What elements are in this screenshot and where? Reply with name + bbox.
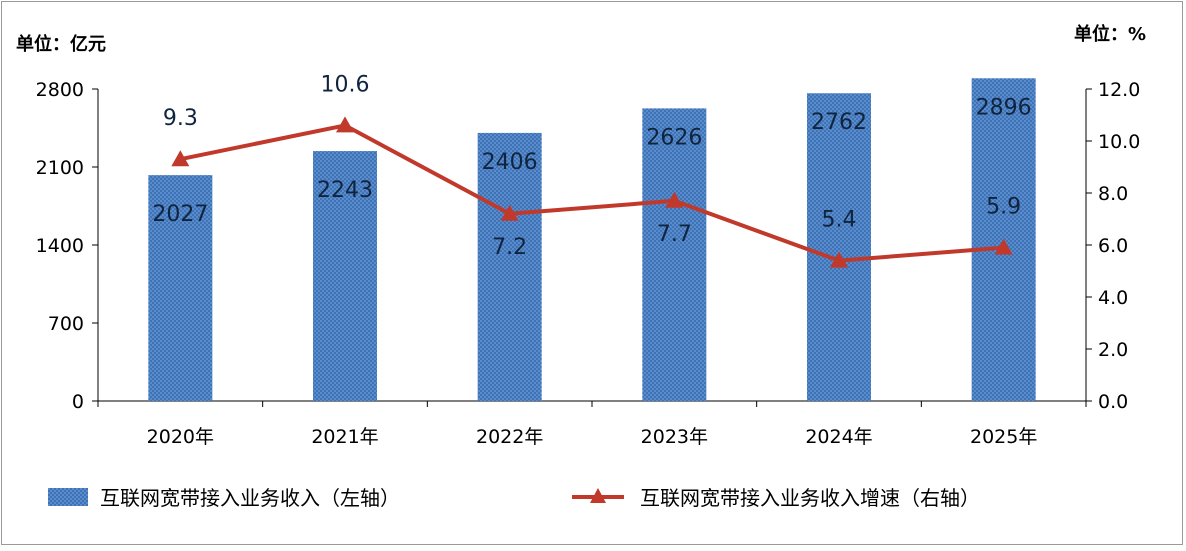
category-axis: 2020年 2021年 2022年 2023年 2024年 2025年 [97, 401, 1087, 448]
right-tick-label: 0.0 [1098, 391, 1128, 413]
growth-marker [665, 191, 684, 208]
revenue-bar [477, 132, 542, 401]
right-axis-unit: 单位：% [1074, 23, 1146, 45]
x-tick-label: 2021年 [311, 426, 378, 448]
right-tick-label: 10.0 [1098, 131, 1140, 153]
legend-line-marker [590, 488, 606, 503]
left-tick-label: 2800 [36, 79, 84, 101]
left-axis: 0 700 1400 2100 2800 [36, 79, 98, 413]
right-tick-label: 8.0 [1098, 183, 1128, 205]
x-tick-label: 2023年 [641, 426, 708, 448]
bar-value-label: 2406 [482, 150, 538, 175]
growth-value-label: 9.3 [163, 106, 198, 131]
legend: 互联网宽带接入业务收入（左轴） 互联网宽带接入业务收入增速（右轴） [48, 486, 980, 510]
left-tick-label: 0 [72, 391, 84, 413]
revenue-bar [807, 93, 871, 401]
right-tick-label: 2.0 [1098, 339, 1128, 361]
growth-value-label: 5.9 [986, 195, 1021, 220]
legend-bar-swatch [48, 488, 88, 506]
growth-marker [500, 204, 519, 221]
bar-value-label: 2896 [976, 95, 1032, 120]
growth-marker [336, 116, 354, 133]
growth-value-label: 7.2 [492, 235, 527, 260]
left-tick-label: 2100 [36, 157, 84, 179]
right-axis: 0.0 2.0 4.0 6.0 8.0 10.0 12.0 [1086, 79, 1140, 413]
x-tick-label: 2024年 [805, 426, 872, 448]
left-axis-unit: 单位：亿元 [16, 33, 106, 55]
growth-marker [994, 238, 1013, 255]
bar-value-label: 2626 [646, 125, 702, 150]
growth-value-label: 10.6 [321, 72, 370, 97]
x-tick-label: 2020年 [147, 426, 214, 448]
axes [97, 89, 1087, 402]
bar-value-label: 2243 [317, 178, 373, 203]
right-tick-label: 6.0 [1098, 235, 1128, 257]
x-tick-label: 2022年 [476, 426, 543, 448]
growth-line [179, 123, 1004, 263]
bar-value-label: 2762 [811, 110, 867, 135]
revenue-bar [148, 175, 213, 401]
growth-marker [830, 251, 848, 268]
right-tick-label: 12.0 [1098, 79, 1140, 101]
growth-value-label: 7.7 [657, 222, 692, 247]
left-tick-label: 700 [48, 313, 84, 335]
growth-marker [171, 150, 190, 167]
left-tick-label: 1400 [36, 235, 84, 257]
legend-bar-label: 互联网宽带接入业务收入（左轴） [100, 486, 400, 510]
legend-line-label: 互联网宽带接入业务收入增速（右轴） [640, 486, 980, 510]
x-tick-label: 2025年 [970, 426, 1037, 448]
right-tick-label: 4.0 [1098, 287, 1128, 309]
bar-series [148, 78, 1036, 401]
revenue-bar [313, 151, 377, 401]
growth-value-label: 5.4 [822, 208, 857, 233]
bar-value-label: 2027 [152, 202, 208, 227]
growth-line-series: 2027 2243 2406 2626 2762 2896 9.3 10.6 7.2 7.7 5.4… [152, 72, 1032, 268]
revenue-bar [642, 108, 707, 401]
